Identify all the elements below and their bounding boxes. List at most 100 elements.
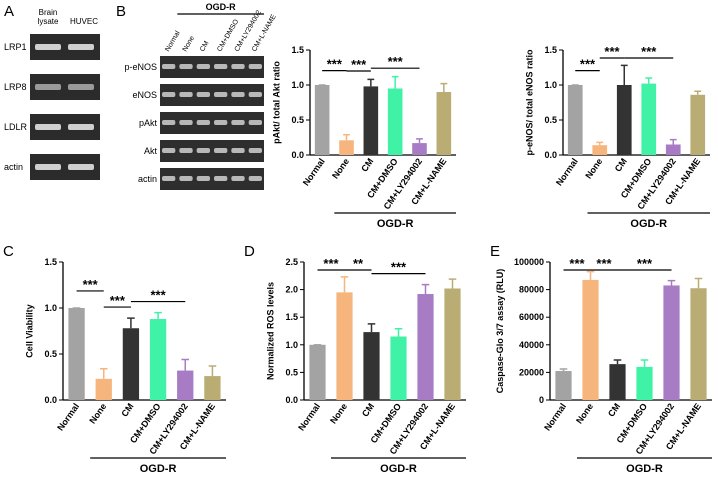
significance-label: *** [323, 256, 339, 271]
blot-band [35, 164, 61, 170]
y-tick-label: 60000 [519, 312, 544, 322]
bar [582, 279, 599, 400]
bar [616, 85, 632, 155]
bar [149, 319, 167, 400]
bar [444, 288, 461, 400]
x-tick-label: Normal [554, 156, 580, 187]
y-tick-label: 0.0 [544, 150, 557, 160]
blot-row-label: actin [138, 174, 157, 184]
error-bar [367, 78, 375, 87]
y-tick-label: 80000 [519, 285, 544, 295]
y-tick-label: 1.0 [44, 303, 57, 313]
significance-label: *** [641, 44, 657, 59]
blot-band [231, 148, 245, 153]
y-tick-label: 0.5 [285, 367, 298, 377]
blot-band [179, 64, 193, 69]
error-bar [640, 359, 649, 367]
error-bar [596, 141, 604, 146]
bar [95, 378, 112, 400]
blot-band [68, 124, 94, 130]
y-tick-label: 1.0 [285, 340, 298, 350]
blot-band [179, 176, 193, 181]
panel-letter: B [116, 3, 126, 20]
x-tick-label: None [583, 156, 604, 180]
group-label: OGD-R [377, 218, 414, 230]
group-label: OGD-R [140, 463, 177, 475]
bar [609, 364, 626, 400]
blot-column-label: Brain lysate [37, 8, 59, 26]
y-tick-label: 1.0 [544, 80, 557, 90]
blot-band [231, 92, 245, 97]
error-bar [694, 90, 702, 95]
significance-label: *** [83, 277, 99, 292]
y-tick-label: 40000 [519, 340, 544, 350]
significance-label: *** [388, 54, 404, 69]
bar [690, 94, 706, 155]
y-tick-label: 0.5 [544, 115, 557, 125]
bar [663, 285, 680, 400]
error-bar [586, 270, 595, 280]
blot-strip [160, 140, 264, 162]
blot-strip [160, 168, 264, 190]
y-tick-label: 0.0 [285, 395, 298, 405]
bar [636, 366, 653, 400]
bar [204, 376, 221, 400]
error-bar [613, 359, 622, 365]
x-tick-label: None [87, 401, 108, 425]
bar [567, 85, 583, 155]
blot-strip [160, 56, 264, 78]
x-tick-label: Normal [55, 401, 81, 432]
error-bar [667, 279, 676, 286]
blot-row-label: actin [4, 162, 23, 172]
significance-label: *** [596, 256, 612, 271]
x-tick-label: CM [613, 156, 629, 173]
y-tick-label: 1.5 [544, 45, 557, 55]
blot-column-label: Normal [164, 30, 182, 53]
significance-label: ** [353, 256, 364, 271]
y-axis-label: pAkt/ total Akt ratio [272, 61, 282, 144]
blot-band [248, 120, 262, 125]
significance-label: *** [580, 57, 596, 72]
blot-band [231, 64, 245, 69]
bar [665, 144, 681, 155]
blot-band [231, 120, 245, 125]
blot-band [68, 44, 94, 50]
significance-label: *** [637, 256, 653, 271]
bar [309, 344, 326, 400]
blot-column-label: HUVEC [69, 17, 98, 26]
x-tick-label: Normal [301, 156, 327, 187]
error-bar [181, 358, 190, 371]
error-bar [421, 283, 430, 295]
error-bar [440, 82, 448, 92]
error-bar [340, 276, 349, 293]
panel-letter: C [3, 243, 14, 260]
x-tick-label: None [328, 401, 349, 425]
blot-band [214, 64, 228, 69]
blot-band [68, 164, 94, 170]
bar [641, 83, 657, 155]
blot-band [162, 92, 176, 97]
y-tick-label: 0.0 [291, 150, 304, 160]
blot-row-label: LDLR [4, 122, 28, 132]
bar [417, 294, 434, 400]
blot-band [196, 120, 210, 125]
significance-label: *** [604, 44, 620, 59]
significance-label: *** [150, 288, 166, 303]
group-label: OGD-R [626, 463, 663, 475]
significance-label: *** [391, 260, 407, 275]
blot-column-label: CM [199, 40, 211, 53]
x-tick-label: Normal [296, 401, 322, 432]
bar [592, 145, 608, 155]
blot-strip [160, 84, 264, 106]
y-tick-label: 0.5 [291, 115, 304, 125]
blot-band [248, 92, 262, 97]
bar [363, 86, 379, 155]
y-axis-label: Cell Viability [25, 304, 35, 357]
blot-row-label: LRP1 [4, 42, 27, 52]
bar [177, 370, 194, 400]
y-tick-label: 1.5 [44, 257, 57, 267]
error-bar [416, 138, 423, 144]
y-tick-label: 100000 [514, 257, 544, 267]
y-axis-label: Normalized ROS levels [266, 282, 276, 380]
blot-band [196, 176, 210, 181]
